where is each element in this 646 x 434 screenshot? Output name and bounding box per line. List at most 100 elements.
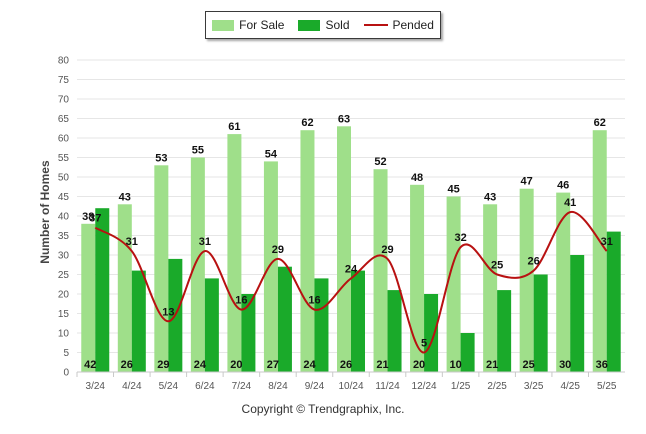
pended-data-label: 32 (454, 232, 466, 244)
sold-data-label: 20 (413, 359, 425, 371)
legend-item-sold[interactable]: Sold (298, 18, 350, 32)
sold-bar (131, 270, 146, 372)
sold-data-label: 24 (303, 359, 316, 371)
for-sale-bar (227, 134, 242, 372)
for-sale-data-label: 46 (557, 180, 569, 192)
pended-data-label: 16 (235, 295, 247, 307)
y-tick-label: 35 (58, 231, 70, 242)
sold-bar (570, 255, 585, 372)
sold-data-label: 30 (559, 359, 571, 371)
x-tick-label: 4/24 (122, 381, 142, 392)
for-sale-bar (117, 204, 132, 372)
x-tick-label: 5/25 (597, 381, 617, 392)
bars (81, 126, 621, 372)
y-tick-label: 10 (58, 329, 70, 340)
for-sale-data-label: 48 (411, 172, 423, 184)
sold-data-label: 26 (121, 359, 133, 371)
legend-item-pended[interactable]: Pended (363, 18, 434, 32)
y-tick-label: 60 (58, 134, 70, 145)
for-sale-bar (263, 161, 278, 372)
for-sale-data-label: 62 (594, 117, 606, 129)
sold-data-label: 21 (486, 359, 498, 371)
for-sale-data-label: 45 (447, 184, 459, 196)
x-tick-label: 7/24 (232, 381, 252, 392)
legend-label-for-sale: For Sale (239, 18, 285, 32)
x-tick-label: 9/24 (305, 381, 325, 392)
for-sale-bar (592, 130, 607, 372)
sold-data-label: 24 (194, 359, 207, 371)
for-sale-bar (483, 204, 498, 372)
pended-data-label: 16 (308, 295, 320, 307)
y-axis-label: Number of Homes (38, 160, 52, 264)
sold-bar (95, 208, 110, 372)
for-sale-swatch (212, 19, 235, 31)
y-tick-label: 80 (58, 56, 70, 67)
sold-bar (351, 270, 365, 372)
for-sale-bar (446, 196, 461, 372)
y-tick-label: 0 (63, 368, 69, 379)
sold-bar (424, 294, 439, 372)
data-labels: 38 42 43 26 53 29 55 24 61 20 54 27 62 24 63 26 52 21 48 20… (82, 113, 613, 371)
x-tick-label: 2/25 (487, 381, 507, 392)
legend-item-for-sale[interactable]: For Sale (212, 18, 284, 32)
pended-data-label: 31 (199, 236, 211, 248)
for-sale-data-label: 62 (301, 117, 313, 129)
sold-data-label: 20 (230, 359, 242, 371)
sold-data-label: 27 (267, 359, 279, 371)
for-sale-data-label: 38 (82, 211, 94, 223)
y-tick-label: 70 (58, 95, 70, 106)
pended-line-layer (94, 211, 608, 354)
x-tick-label: 6/24 (195, 381, 215, 392)
for-sale-data-label: 53 (155, 152, 167, 164)
pended-data-label: 37 (89, 213, 101, 225)
x-tick-label: 5/24 (159, 381, 179, 392)
x-tick-label: 1/25 (451, 381, 471, 392)
for-sale-bar (154, 165, 169, 372)
pended-data-label: 31 (601, 236, 613, 248)
y-tick-label: 25 (58, 270, 70, 281)
pended-data-label: 13 (162, 306, 174, 318)
x-tick-label: 12/24 (412, 381, 437, 392)
y-tick-label: 40 (58, 212, 70, 223)
legend: For Sale Sold Pended (205, 11, 441, 39)
y-tick-label: 50 (58, 173, 70, 184)
x-tick-label: 11/24 (375, 381, 400, 392)
pended-data-label: 5 (421, 338, 427, 350)
pended-data-label: 31 (126, 236, 138, 248)
for-sale-bar (410, 184, 425, 372)
y-tick-label: 45 (58, 192, 70, 203)
for-sale-bar (519, 188, 534, 372)
y-tick-label: 55 (58, 153, 70, 164)
sold-swatch (298, 19, 321, 31)
x-tick-label: 3/25 (524, 381, 544, 392)
for-sale-bar (337, 126, 351, 372)
sold-bar (533, 274, 548, 372)
y-tick-label: 75 (58, 75, 70, 86)
y-tick-label: 65 (58, 114, 70, 125)
for-sale-bar (373, 169, 388, 372)
sold-data-label: 29 (157, 359, 169, 371)
for-sale-bar (81, 223, 96, 372)
legend-label-pended: Pended (392, 18, 434, 32)
sold-bar (497, 290, 512, 372)
for-sale-bar (556, 192, 571, 372)
sold-data-label: 42 (84, 359, 96, 371)
axes: 0 5 10 15 20 25 30 35 40 45 50 55 60 65 70 75 80 3/24 4/24… (58, 56, 625, 392)
pended-swatch (363, 24, 388, 26)
sold-bar (387, 290, 402, 372)
for-sale-data-label: 47 (521, 176, 533, 188)
for-sale-bar (300, 130, 315, 372)
x-tick-label: 3/24 (86, 381, 106, 392)
sold-bar (204, 278, 219, 372)
x-tick-label: 8/24 (268, 381, 288, 392)
pended-data-label: 29 (272, 244, 284, 256)
y-tick-label: 5 (63, 348, 69, 359)
sold-bar (314, 278, 329, 372)
for-sale-data-label: 63 (338, 113, 350, 125)
for-sale-data-label: 61 (228, 121, 240, 133)
y-tick-label: 15 (58, 309, 70, 320)
sold-bar (460, 333, 475, 372)
pended-data-label: 26 (528, 256, 540, 268)
for-sale-data-label: 54 (265, 148, 278, 160)
